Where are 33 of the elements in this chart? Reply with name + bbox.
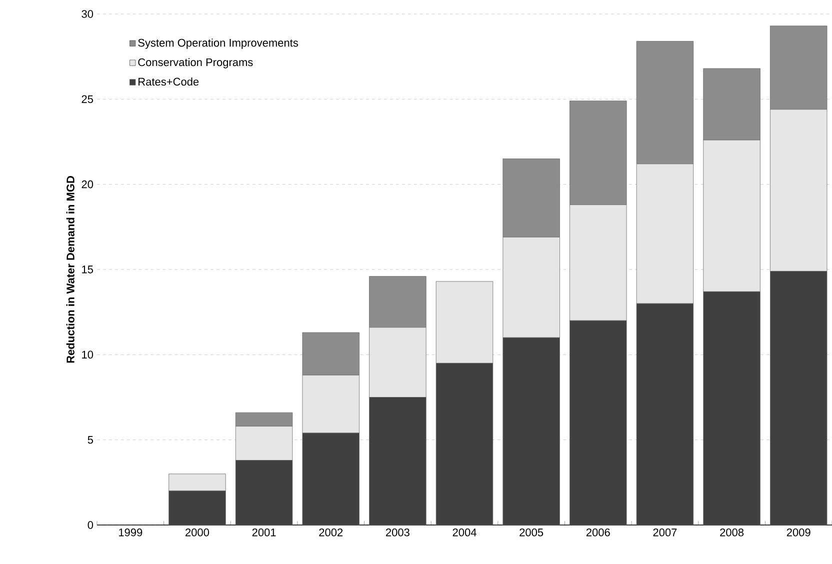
x-tick-label: 2008	[720, 528, 744, 536]
bar	[302, 432, 360, 525]
y-tick-label: 30	[82, 10, 94, 18]
x-tick-label: 2002	[319, 528, 343, 536]
x-tick-label: 2001	[252, 528, 276, 536]
x-tick-label: 1999	[119, 528, 142, 536]
bar	[168, 490, 226, 525]
y-tick-label: 10	[82, 350, 94, 359]
legend-label: Conservation Programs	[138, 58, 253, 68]
bar	[703, 291, 760, 525]
y-tick-label: 15	[82, 266, 94, 274]
y-tick-label: 5	[88, 436, 94, 444]
y-axis-title: Reduction in Water Demand in MGD	[66, 176, 74, 363]
bar	[235, 460, 293, 525]
bar	[636, 303, 694, 525]
bar	[570, 320, 627, 525]
x-tick-label: 2003	[386, 528, 410, 536]
x-tick-label: 2007	[653, 528, 677, 536]
x-tick-label: 2004	[452, 528, 476, 536]
bar	[502, 337, 560, 525]
y-tick-label: 25	[82, 95, 94, 104]
x-tick-label: 2000	[186, 528, 210, 536]
x-tick-label: 2009	[786, 528, 810, 536]
legend-label: System Operation Improvements	[138, 38, 298, 49]
bar	[436, 281, 494, 364]
bar	[436, 362, 494, 525]
x-tick-label: 2006	[586, 528, 610, 536]
y-tick-label: 0	[88, 521, 94, 529]
bar	[369, 397, 426, 525]
legend-label: Rates+Code	[138, 78, 199, 86]
x-tick-label: 2005	[520, 528, 544, 536]
y-tick-label: 20	[82, 180, 94, 188]
bar	[770, 271, 828, 525]
